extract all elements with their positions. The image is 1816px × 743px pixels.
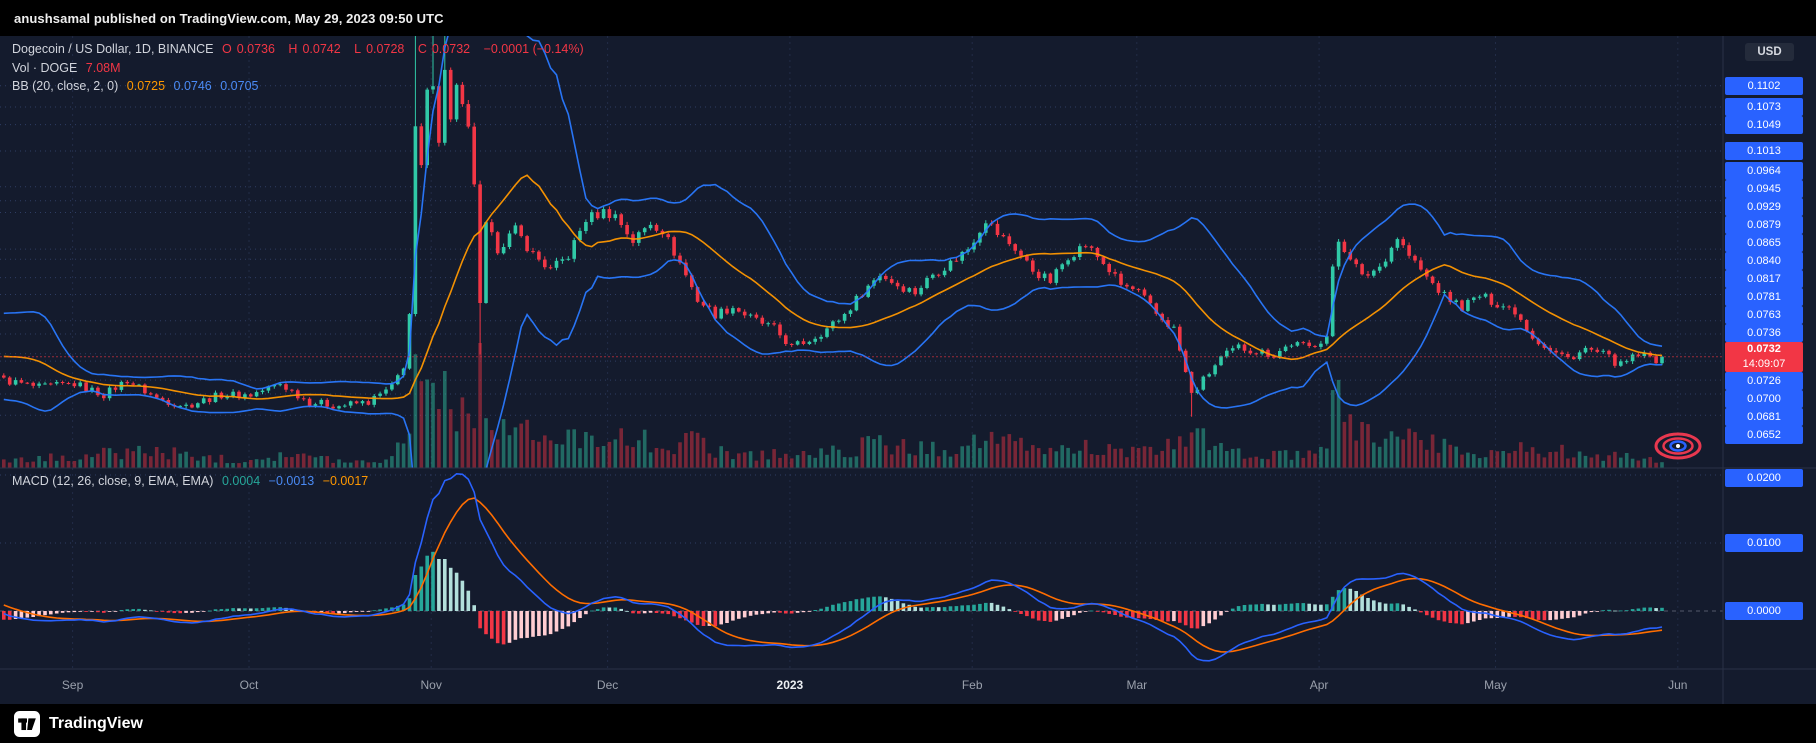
price-scale-label: 0.0945 bbox=[1725, 179, 1803, 198]
macd-scale-label: 0.0000 bbox=[1725, 602, 1803, 620]
macd-signal-value: −0.0017 bbox=[322, 474, 369, 488]
bollinger-legend[interactable]: BB (20, close, 2, 0) 0.0725 0.0746 0.070… bbox=[12, 79, 263, 93]
open-label: O bbox=[221, 42, 232, 56]
change-value: −0.0001 (−0.14%) bbox=[483, 42, 584, 56]
time-axis-label: Apr bbox=[1309, 678, 1329, 692]
price-scale-label: 0.0681 bbox=[1725, 407, 1803, 426]
tradingview-logo-icon[interactable] bbox=[14, 710, 40, 737]
price-scale-label: 0.1102 bbox=[1725, 76, 1803, 95]
attribution-text: anushsamal published on TradingView.com,… bbox=[14, 10, 444, 26]
low-label: L bbox=[354, 42, 362, 56]
bb-upper-value: 0.0746 bbox=[173, 79, 212, 93]
bb-lower-value: 0.0705 bbox=[220, 79, 259, 93]
price-scale-label: 0.1073 bbox=[1725, 97, 1803, 116]
price-scale-currency[interactable]: USD bbox=[1723, 42, 1816, 61]
symbol-legend[interactable]: Dogecoin / US Dollar, 1D, BINANCE O 0.073… bbox=[12, 42, 589, 56]
current-price-label: 0.0732 14:09:07 bbox=[1725, 341, 1803, 372]
high-label: H bbox=[288, 42, 298, 56]
macd-label: MACD (12, 26, close, 9, EMA, EMA) bbox=[12, 474, 214, 488]
price-scale-label: 0.0865 bbox=[1725, 233, 1803, 252]
volume-label: Vol · DOGE bbox=[12, 61, 78, 75]
volume-value: 7.08M bbox=[85, 61, 121, 75]
macd-legend[interactable]: MACD (12, 26, close, 9, EMA, EMA) 0.0004… bbox=[12, 474, 373, 488]
time-axis-label: 2023 bbox=[776, 678, 804, 692]
macd-scale-label: 0.0200 bbox=[1725, 469, 1803, 487]
time-axis-label: Dec bbox=[596, 678, 619, 692]
countdown-timer: 14:09:07 bbox=[1742, 357, 1786, 370]
price-scale-label: 0.0840 bbox=[1725, 251, 1803, 270]
price-scale-label: 0.0736 bbox=[1725, 323, 1803, 342]
price-scale-label: 0.0726 bbox=[1725, 371, 1803, 390]
time-axis-label: Oct bbox=[239, 678, 259, 692]
time-axis[interactable]: Sep Oct Nov Dec 2023 Feb Mar Apr May Jun bbox=[0, 669, 1723, 704]
low-value: 0.0728 bbox=[366, 42, 405, 56]
price-scale-label: 0.0781 bbox=[1725, 287, 1803, 306]
macd-line-value: −0.0013 bbox=[268, 474, 315, 488]
current-price-value: 0.0732 bbox=[1747, 342, 1781, 355]
price-scale-label: 0.0700 bbox=[1725, 389, 1803, 408]
tradingview-stamp-icon bbox=[1654, 432, 1702, 460]
currency-label: USD bbox=[1745, 43, 1794, 61]
symbol-title: Dogecoin / US Dollar, 1D, BINANCE bbox=[12, 42, 214, 56]
time-axis-label: Nov bbox=[420, 678, 442, 692]
time-axis-label: Sep bbox=[61, 678, 84, 692]
price-scale-label: 0.0763 bbox=[1725, 305, 1803, 324]
close-value: 0.0732 bbox=[431, 42, 471, 56]
time-axis-label: May bbox=[1484, 678, 1507, 692]
attribution-bar: anushsamal published on TradingView.com,… bbox=[0, 0, 1816, 36]
macd-histogram-value: 0.0004 bbox=[221, 474, 261, 488]
price-scale-label: 0.0879 bbox=[1725, 215, 1803, 234]
high-value: 0.0742 bbox=[302, 42, 341, 56]
branding-bar: TradingView bbox=[0, 704, 1816, 743]
time-axis-label: Feb bbox=[961, 678, 983, 692]
macd-scale-label: 0.0100 bbox=[1725, 534, 1803, 552]
tradingview-wordmark[interactable]: TradingView bbox=[49, 714, 143, 732]
open-value: 0.0736 bbox=[236, 42, 275, 56]
bollinger-label: BB (20, close, 2, 0) bbox=[12, 79, 119, 93]
price-scale-label: 0.0817 bbox=[1725, 269, 1803, 288]
volume-legend[interactable]: Vol · DOGE 7.08M bbox=[12, 61, 126, 75]
price-scale-label: 0.0929 bbox=[1725, 197, 1803, 216]
close-label: C bbox=[417, 42, 427, 56]
price-scale-label: 0.1049 bbox=[1725, 115, 1803, 134]
time-axis-label: Mar bbox=[1126, 678, 1148, 692]
price-scale-label: 0.0652 bbox=[1725, 425, 1803, 444]
price-axis[interactable]: 0.0736 0.0763 0.0781 0.0817 0.0840 0.0865 0.08… bbox=[1723, 0, 1816, 743]
price-scale-label: 0.0964 bbox=[1725, 161, 1803, 180]
price-scale-label: 0.1013 bbox=[1725, 142, 1803, 160]
time-axis-label: Jun bbox=[1668, 678, 1688, 692]
bb-basis-value: 0.0725 bbox=[126, 79, 166, 93]
